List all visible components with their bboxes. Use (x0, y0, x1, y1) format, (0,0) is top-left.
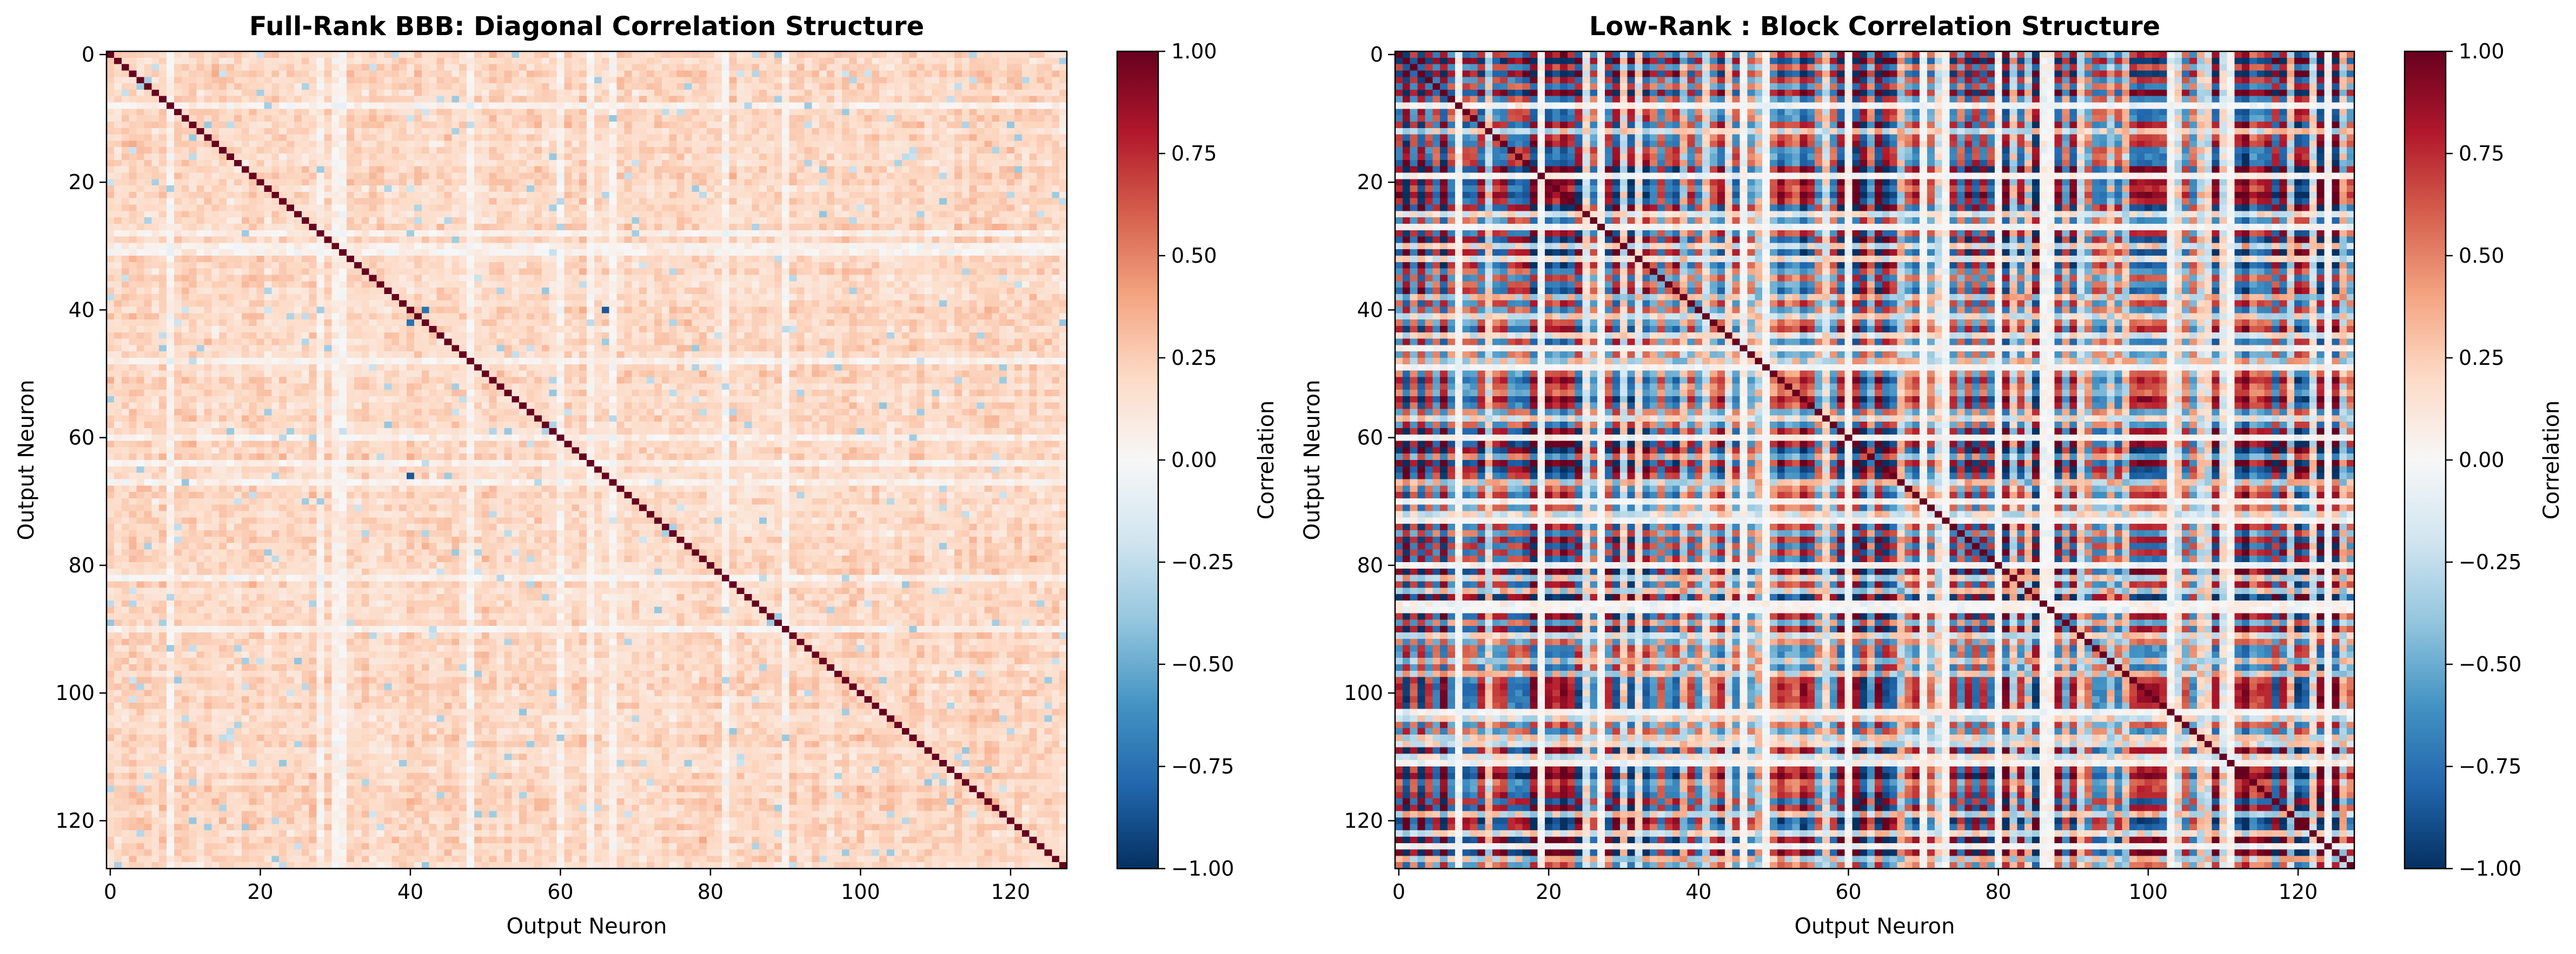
x-tick-label: 20 (247, 880, 273, 904)
colorbar-gradient (1116, 50, 1159, 870)
y-tick-label: 120 (1344, 809, 1383, 832)
colorbar-tick-label: −1.00 (1171, 857, 1234, 880)
y-axis-label: Output Neuron (14, 380, 39, 541)
colorbar-tick-label: −0.75 (1171, 755, 1234, 778)
colorbar-tick-label: −0.75 (2459, 755, 2521, 778)
panel-full-rank: Full-Rank BBB: Diagonal Correlation Stru… (14, 11, 1279, 939)
x-axis-label: Output Neuron (507, 914, 667, 939)
colorbar-gradient (2404, 50, 2447, 870)
y-tick-label: 60 (69, 426, 95, 450)
colorbar-tick-label: 0.75 (1171, 142, 1217, 165)
colorbar-tick-label: −0.50 (1171, 652, 1234, 676)
y-tick-label: 100 (1344, 681, 1383, 705)
colorbar-ticks: 1.00 0.75 0.50 0.25 0.00 −0.25 −0.50 −0.75 −1.00 (2446, 39, 2521, 880)
plot-frame (105, 50, 1068, 870)
y-ticks: 0 20 40 60 80 100 120 (55, 43, 107, 832)
x-tick-label: 100 (2129, 880, 2168, 904)
x-ticks: 0 20 40 60 80 100 120 (104, 869, 1030, 904)
y-tick-label: 0 (82, 43, 95, 66)
plot-frame (1394, 50, 2355, 870)
heatmap-full-rank: 0 20 40 60 80 100 120 0 20 40 60 80 100 120 (55, 43, 1068, 904)
colorbar-tick-label: −1.00 (2459, 857, 2521, 880)
chart-title: Full-Rank BBB: Diagonal Correlation Stru… (249, 11, 924, 42)
colorbar-tick-label: 0.00 (1171, 448, 1217, 472)
colorbar-label: Correlation (1254, 401, 1279, 520)
colorbar-tick-label: 0.50 (1171, 244, 1217, 268)
colorbar: 1.00 0.75 0.50 0.25 0.00 −0.25 −0.50 −0.75 −1.00 (1116, 39, 1234, 880)
colorbar: 1.00 0.75 0.50 0.25 0.00 −0.25 −0.50 −0.75 −1.00 (2404, 39, 2521, 880)
y-tick-label: 20 (1357, 170, 1383, 194)
x-tick-label: 60 (1835, 880, 1861, 904)
y-tick-label: 60 (1357, 426, 1383, 450)
y-tick-label: 100 (55, 681, 95, 705)
x-tick-label: 60 (547, 880, 573, 904)
y-tick-label: 40 (69, 298, 95, 322)
colorbar-tick-label: −0.25 (1171, 550, 1234, 574)
y-tick-label: 0 (1370, 43, 1383, 66)
y-tick-label: 40 (1357, 298, 1383, 322)
y-tick-label: 20 (69, 170, 95, 194)
heatmap-low-rank: 0 20 40 60 80 100 120 0 20 40 60 80 100 120 (1344, 43, 2355, 904)
x-ticks: 0 20 40 60 80 100 120 (1392, 869, 2318, 904)
heatmap-canvas (1395, 51, 2354, 869)
x-tick-label: 20 (1536, 880, 1562, 904)
colorbar-tick-label: −0.25 (2459, 550, 2521, 574)
x-tick-label: 0 (104, 880, 117, 904)
y-axis-label: Output Neuron (1300, 380, 1325, 541)
colorbar-tick-label: 0.75 (2459, 142, 2505, 165)
x-tick-label: 120 (991, 880, 1031, 904)
y-tick-label: 80 (69, 553, 95, 577)
x-tick-label: 80 (698, 880, 723, 904)
colorbar-tick-label: 0.25 (1171, 346, 1217, 370)
x-tick-label: 80 (1986, 880, 2011, 904)
y-tick-label: 80 (1357, 553, 1383, 577)
x-tick-label: 100 (841, 880, 880, 904)
x-tick-label: 40 (397, 880, 423, 904)
chart-title: Low-Rank : Block Correlation Structure (1589, 11, 2160, 42)
panel-low-rank: Low-Rank : Block Correlation Structure 0… (1300, 11, 2564, 939)
colorbar-tick-label: −0.50 (2459, 652, 2521, 676)
x-tick-label: 120 (2279, 880, 2318, 904)
colorbar-tick-label: 0.25 (2459, 346, 2505, 370)
y-ticks: 0 20 40 60 80 100 120 (1344, 43, 1395, 832)
colorbar-ticks: 1.00 0.75 0.50 0.25 0.00 −0.25 −0.50 −0.75 −1.00 (1158, 39, 1234, 880)
colorbar-tick-label: 1.00 (1171, 39, 1217, 63)
colorbar-tick-label: 0.00 (2459, 448, 2505, 472)
colorbar-tick-label: 0.50 (2459, 244, 2505, 268)
colorbar-tick-label: 1.00 (2459, 39, 2505, 63)
x-tick-label: 40 (1685, 880, 1711, 904)
colorbar-label: Correlation (2539, 401, 2564, 520)
x-axis-label: Output Neuron (1795, 914, 1955, 939)
y-tick-label: 120 (55, 809, 95, 832)
heatmap-canvas (107, 51, 1067, 869)
x-tick-label: 0 (1392, 880, 1405, 904)
